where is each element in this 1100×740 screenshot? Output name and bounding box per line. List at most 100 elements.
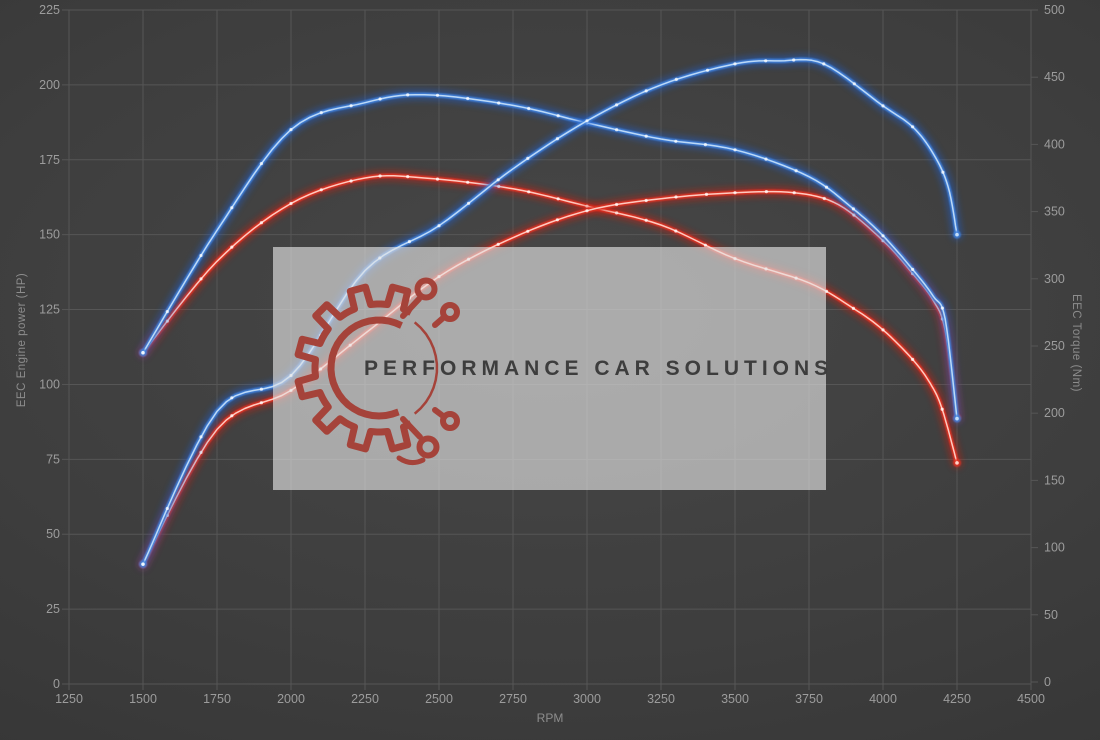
marker-dot: [466, 180, 470, 184]
marker-dot: [556, 114, 560, 118]
marker-dot: [378, 97, 382, 101]
marker-dot: [615, 202, 619, 207]
marker-dot: [733, 62, 737, 66]
marker-dot: [378, 174, 382, 178]
marker-dot: [822, 196, 826, 201]
marker-dot: [435, 93, 440, 97]
watermark-text: PERFORMANCE CAR SOLUTIONS: [364, 356, 834, 380]
marker-dot: [165, 506, 169, 511]
marker-dot: [496, 242, 500, 246]
marker-dot: [911, 125, 915, 129]
marker-dot: [851, 207, 856, 211]
marker-dot: [199, 277, 203, 281]
y-left-tick-label: 100: [39, 377, 60, 391]
y-right-tick-label: 250: [1044, 339, 1065, 353]
marker-dot: [437, 224, 441, 228]
marker-dot: [764, 157, 768, 161]
marker-dot: [615, 128, 619, 132]
x-tick-label: 3250: [647, 692, 675, 706]
y-right-tick-label: 350: [1044, 205, 1065, 219]
circuit-trace: [400, 296, 422, 319]
circuit-via: [440, 411, 460, 431]
marker-dot: [230, 206, 234, 210]
gear-inner-ring: [327, 316, 403, 420]
marker-dot: [881, 328, 885, 332]
marker-dot: [555, 137, 560, 141]
marker-dot: [644, 198, 648, 203]
y-right-tick-label: 300: [1044, 272, 1065, 286]
marker-dot: [674, 195, 678, 199]
marker-dot: [764, 190, 769, 194]
marker-dot: [466, 96, 470, 101]
marker-dot: [406, 93, 410, 97]
x-tick-label: 1500: [129, 692, 157, 706]
marker-dot: [674, 229, 678, 233]
y-left-tick-label: 200: [39, 78, 60, 92]
marker-dot: [496, 178, 500, 182]
marker-dot: [435, 177, 440, 181]
y-right-tick-label: 450: [1044, 70, 1065, 84]
gear-thin-arc: [413, 321, 439, 415]
marker-dot: [911, 267, 915, 271]
marker-dot: [852, 82, 856, 86]
y-left-tick-label: 225: [39, 3, 60, 17]
circuit-trace: [432, 315, 446, 328]
gear-outline: [294, 283, 413, 453]
y-right-tick-label: 400: [1044, 137, 1065, 151]
marker-dot: [259, 221, 263, 225]
marker-dot: [674, 139, 678, 143]
marker-dot: [319, 188, 323, 192]
marker-dot: [259, 401, 263, 405]
curve-core: [142, 93, 958, 420]
x-tick-label: 2500: [425, 692, 453, 706]
marker-dot: [526, 229, 530, 233]
marker-dot: [230, 396, 234, 400]
marker-dot: [141, 351, 145, 355]
x-tick-label: 2750: [499, 692, 527, 706]
y-axis-title-left: EEC Engine power (HP): [16, 272, 28, 408]
x-tick-label: 4250: [943, 692, 971, 706]
marker-dot: [703, 243, 708, 247]
marker-dot: [851, 306, 856, 310]
marker-dot: [644, 89, 648, 93]
y-right-tick-label: 500: [1044, 3, 1065, 17]
marker-dot: [497, 101, 501, 105]
series-torque-blue: [137, 89, 963, 425]
marker-dot: [406, 175, 410, 179]
x-tick-label: 3000: [573, 692, 601, 706]
watermark-panel: PERFORMANCE CAR SOLUTIONS: [273, 247, 828, 490]
series-markers: [141, 93, 945, 355]
marker-dot: [527, 190, 531, 194]
marker-dot: [230, 245, 234, 249]
circuit-trace: [432, 407, 446, 419]
x-tick-label: 2250: [351, 692, 379, 706]
marker-dot: [319, 111, 323, 115]
marker-dot: [199, 450, 203, 454]
marker-dot: [230, 414, 234, 418]
axis-tick-labels: 1250 1500 1750 2000 2250 2500 2750 3000 3250 3500…: [39, 3, 1065, 706]
x-tick-label: 4000: [869, 692, 897, 706]
marker-dot: [881, 104, 885, 108]
y-left-tick-label: 175: [39, 153, 60, 167]
marker-dot: [615, 103, 619, 107]
marker-dot: [199, 435, 203, 439]
marker-dot: [259, 162, 263, 166]
curve-end-dot: [955, 232, 959, 237]
marker-dot: [941, 170, 945, 174]
marker-dot: [764, 59, 768, 63]
curve-end-dot: [955, 416, 959, 421]
x-tick-label: 4500: [1017, 692, 1045, 706]
marker-dot: [940, 306, 945, 310]
circuit-arc: [396, 455, 426, 466]
marker-dot: [556, 197, 560, 201]
marker-dot: [555, 218, 560, 222]
marker-dot: [704, 192, 709, 196]
y-left-tick-label: 125: [39, 303, 60, 317]
circuit-trace: [400, 416, 423, 440]
x-tick-label: 3750: [795, 692, 823, 706]
curve-end-dot: [955, 461, 959, 465]
y-right-tick-label: 50: [1044, 608, 1058, 622]
circuit-via: [440, 302, 460, 322]
marker-dot: [259, 387, 263, 391]
marker-dot: [527, 106, 531, 111]
